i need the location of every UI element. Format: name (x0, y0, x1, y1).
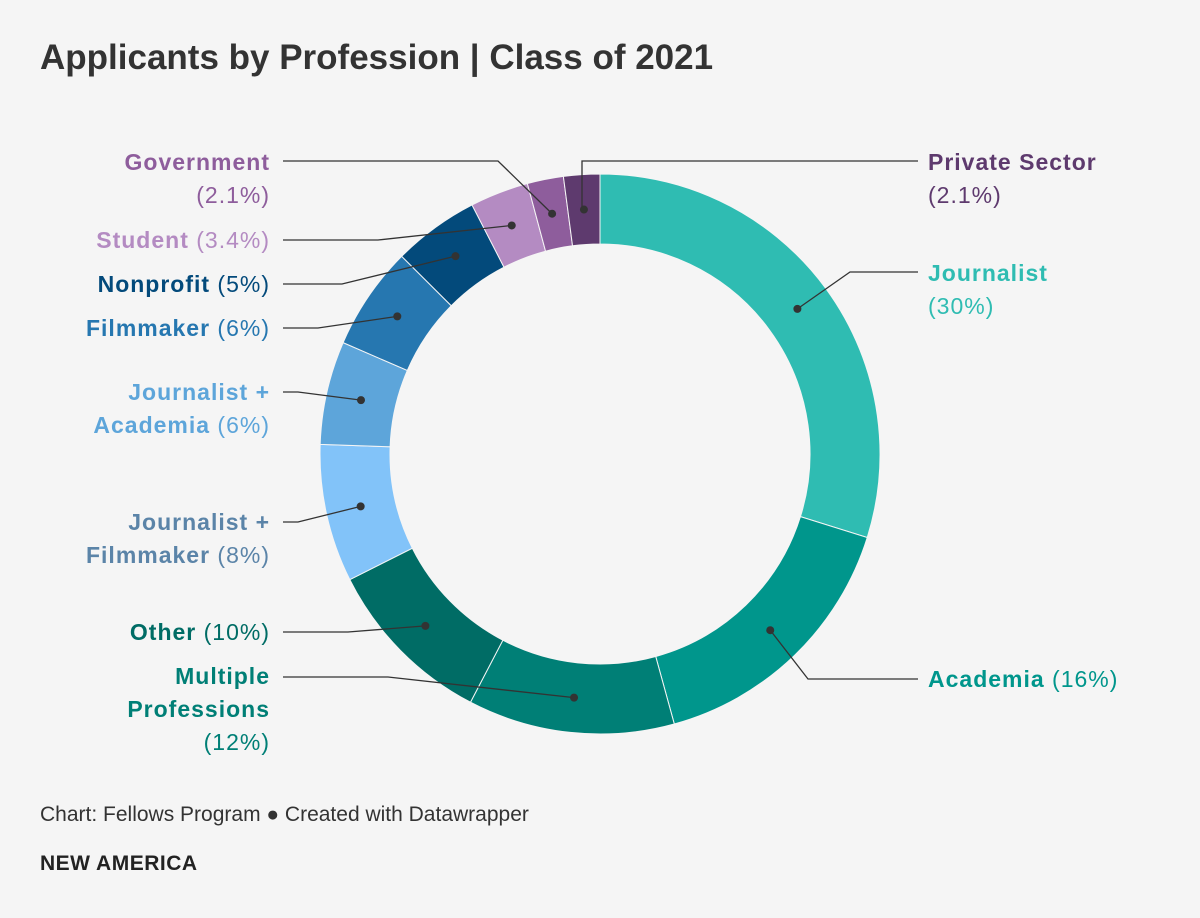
slice-labels: Private Sector (2.1%) Journalist (30%) Acade… (86, 149, 1118, 755)
slice-label-name: Student (96, 227, 189, 253)
slice-label-journalist-filmmaker: Journalist + Filmmaker (8%) (86, 509, 270, 568)
slice-label-value: (16%) (1045, 666, 1119, 692)
slice-label-name: Multiple (175, 663, 270, 689)
leader-dot-journalist (793, 304, 802, 313)
slice-label-journalist: Journalist (30%) (928, 260, 1048, 319)
slice-label-value: (30%) (928, 293, 994, 319)
slice-label-value: (6%) (210, 412, 270, 438)
leader-line-student (283, 224, 512, 241)
slice-label-name: Government (125, 149, 270, 175)
slice-label-value: (3.4%) (189, 227, 270, 253)
slice-label-name: Academia (93, 412, 210, 438)
leader-dot-journalist-filmmaker (356, 502, 365, 511)
chart-title: Applicants by Profession | Class of 2021 (40, 38, 714, 77)
slice-label-name: Professions (127, 696, 270, 722)
slice-label-nonprofit: Nonprofit (5%) (98, 271, 270, 297)
chart-source-note: Chart: Fellows Program ● Created with Da… (40, 803, 529, 826)
slice-label-private-sector: Private Sector (2.1%) (928, 149, 1097, 208)
slice-label-filmmaker: Filmmaker (6%) (86, 315, 270, 341)
slice-label-government: Government (2.1%) (125, 149, 270, 208)
slice-label-multiple-professions: Multiple Professions (12%) (127, 663, 270, 755)
leader-dot-academia (766, 626, 775, 635)
leader-dot-journalist-academia (356, 396, 365, 405)
slice-label-name: Journalist (928, 260, 1048, 286)
leader-dot-filmmaker (393, 312, 402, 321)
slice-label-value: (2.1%) (196, 182, 270, 208)
slice-academia (655, 516, 868, 725)
slice-label-name: Academia (928, 666, 1045, 692)
slice-label-academia: Academia (16%) (928, 666, 1118, 692)
slice-label-value: (12%) (204, 729, 270, 755)
brand-logo-text: NEW AMERICA (40, 852, 198, 875)
leader-line-journalist-filmmaker (283, 505, 361, 523)
leader-dot-other (421, 621, 430, 630)
leader-dot-government (548, 209, 557, 218)
slice-label-student: Student (3.4%) (96, 227, 270, 253)
slice-label-value: (6%) (210, 315, 270, 341)
slice-label-value: (10%) (196, 619, 270, 645)
leader-line-other (283, 625, 426, 633)
slice-label-name: Journalist + (128, 509, 270, 535)
slice-label-journalist-academia: Journalist + Academia (6%) (93, 379, 270, 438)
leader-line-government (283, 160, 553, 215)
leader-line-journalist-academia (283, 391, 362, 401)
leader-dot-multiple-professions (570, 693, 579, 702)
slice-label-name: Other (130, 619, 196, 645)
leader-line-private-sector (581, 160, 918, 210)
slice-label-name: Filmmaker (86, 542, 210, 568)
leader-line-nonprofit (283, 255, 456, 285)
slice-label-name: Nonprofit (98, 271, 210, 297)
leader-line-multiple-professions (283, 676, 575, 699)
leader-line-journalist (797, 271, 918, 310)
leader-line-academia (769, 629, 918, 680)
slice-label-value: (5%) (210, 271, 270, 297)
donut-slices (319, 173, 881, 735)
slice-label-name: Private Sector (928, 149, 1097, 175)
leader-lines (283, 160, 918, 702)
leader-line-filmmaker (283, 315, 398, 329)
slice-multiple-professions (469, 639, 675, 735)
slice-label-other: Other (10%) (130, 619, 270, 645)
slice-journalist (599, 173, 881, 539)
leader-dot-student (507, 221, 516, 230)
slice-label-value: (2.1%) (928, 182, 1002, 208)
slice-label-value: (8%) (210, 542, 270, 568)
slice-label-name: Journalist + (128, 379, 270, 405)
leader-dot-nonprofit (451, 252, 460, 261)
slice-label-name: Filmmaker (86, 315, 210, 341)
leader-dot-private-sector (579, 205, 588, 214)
